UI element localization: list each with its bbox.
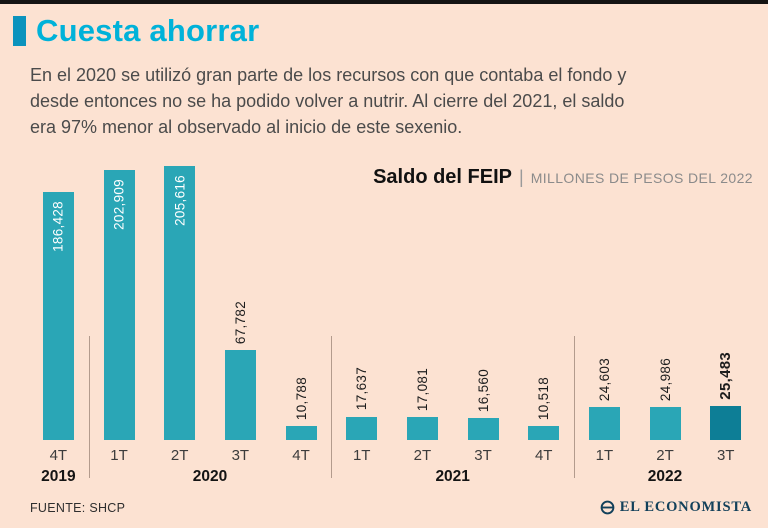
bar-slot: 17,081 [392,166,453,440]
bar-value-label: 17,637 [354,367,370,411]
bar-slot: 10,518 [513,166,574,440]
bar-value-label: 24,986 [657,357,673,401]
brand-logo: EL ECONOMISTA [600,499,752,516]
quarter-label: 2T [170,447,189,464]
el-economista-logo-icon [600,500,615,515]
bar-slot: 16,560 [453,166,514,440]
quarter-label: 1T [110,447,128,464]
description-line: desde entonces no se ha podido volver a … [30,90,625,111]
description-line: En el 2020 se utilizó gran parte de los … [30,65,627,85]
quarter-label: 3T [474,447,492,464]
quarter-axis: 4T 1T 2T 3T 4T 1T 2T 3T 4T 1T 2T 3T [28,447,756,464]
chart-header: Saldo del FEIP | MILLONES DE PESOS DEL 202… [373,166,753,189]
chart-title-separator: | [519,167,524,187]
bar [346,416,378,440]
quarter-label: 2T [656,447,674,464]
quarter-label: 4T [534,447,553,464]
quarter-label: 4T [49,447,68,464]
bar-value-label: 186,428 [50,200,66,252]
bar-slot: 186,428 [28,166,89,440]
page-title: Cuesta ahorrar [36,13,260,48]
year-label: 2021 [435,468,470,485]
chart-title: Saldo del FEIP [373,166,512,188]
brand-name: EL ECONOMISTA [619,499,752,515]
quarter-label: 1T [595,447,614,464]
bar-value-label: 202,909 [111,178,127,230]
source-label: FUENTE: SHCP [30,500,126,515]
quarter-label: 4T [292,447,310,464]
title-bullet [13,16,26,46]
bar [649,406,681,440]
bar [710,406,742,440]
bar-value-label: 10,788 [293,376,309,420]
bar-value-label: 205,616 [172,175,188,226]
year-label: 2020 [192,468,228,485]
bar [588,407,620,440]
bar-value-label: 17,081 [414,368,430,412]
year-axis: 2019 2020 2021 2022 [28,468,756,486]
quarter-label: 1T [352,447,371,464]
bar: 202,909 [103,169,135,440]
top-border [0,0,768,4]
bar-value-label: 25,483 [717,352,735,400]
bar-value-label: 16,560 [475,368,491,412]
bar-slot: 205,616 [149,166,210,440]
description: En el 2020 se utilizó gran parte de los … [30,63,744,141]
bar [285,425,317,440]
bar: 186,428 [42,191,74,440]
header: Cuesta ahorrar [13,13,259,49]
bar [467,417,499,440]
bar-value-label: 24,603 [596,358,612,402]
footer: FUENTE: SHCP EL ECONOMISTA [30,499,752,516]
bar-slot: 25,483 [695,166,756,440]
quarter-label: 2T [413,447,432,464]
bar: 205,616 [164,166,196,440]
year-label: 2019 [41,468,76,485]
bar-chart: 186,428 202,909 205,616 67,782 10,788 17,637 1… [28,166,756,440]
quarter-label: 3T [231,447,250,464]
year-label: 2022 [647,468,683,485]
bar-slot: 17,637 [331,166,392,440]
bar [224,349,256,440]
bar-slot: 202,909 [89,166,150,440]
bar-slot: 67,782 [210,166,271,440]
bar-slot: 24,603 [574,166,635,440]
bar-value-label: 67,782 [232,300,248,344]
bar [528,426,560,440]
chart-subtitle: MILLONES DE PESOS DEL 2022 [530,170,753,186]
bar [406,417,438,440]
quarter-label: 3T [716,447,735,464]
bar-value-label: 10,518 [536,376,552,420]
description-line: era 97% menor al observado al inicio de … [30,116,463,137]
bar-slot: 24,986 [635,166,696,440]
bar-slot: 10,788 [271,166,332,440]
